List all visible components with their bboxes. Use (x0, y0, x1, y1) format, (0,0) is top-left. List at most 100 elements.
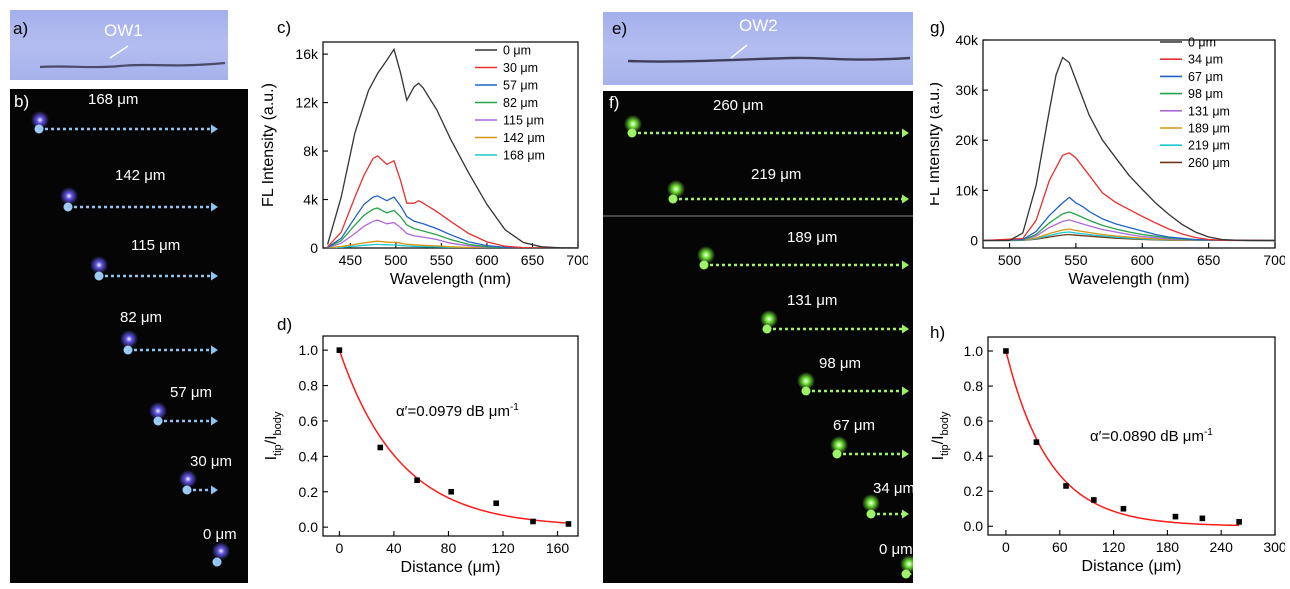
data-point (530, 518, 536, 525)
y-axis-label-part: body (272, 411, 284, 435)
emission-spot-glow (862, 494, 880, 512)
plot-frame (322, 335, 579, 537)
panel-label-g: g) (930, 18, 946, 37)
decay-chart-ow2: 0 60 120 180 240 300 0.0 0.2 0.4 0.6 0.8 1.0 Distanc… (930, 336, 1285, 575)
data-point (565, 521, 572, 527)
y-tick-label: 0.4 (964, 448, 984, 464)
waveguide-row (90, 256, 218, 281)
emission-spot-glow (212, 542, 230, 560)
propagation-arrow-head (211, 345, 218, 355)
y-tick-label: 20k (955, 132, 979, 148)
emission-spot-glow (120, 330, 138, 348)
x-axis-label: Wavelength (nm) (390, 271, 511, 288)
y-tick-label: 0.6 (964, 413, 984, 429)
propagation-arrow-head (902, 386, 909, 396)
series-line (983, 231, 1275, 242)
spectrum-chart-ow1: 450 500 550 600 650 700 0 4k 8k 12k 16k Wavelength … (260, 41, 588, 288)
waveguide-row (149, 402, 218, 426)
x-tick-label: 650 (1197, 252, 1221, 268)
waveguide-row (212, 542, 230, 567)
propagation-arrow-head (902, 324, 909, 334)
legend-entry: 142 μm (503, 131, 545, 145)
legend-entry: 30 μm (503, 61, 538, 75)
x-axis-label: Distance (μm) (401, 559, 501, 576)
propagation-arrow-head (211, 485, 218, 495)
x-tick-label: 80 (441, 540, 457, 556)
emission-spot-glow (797, 372, 815, 390)
x-tick-label: 120 (1102, 539, 1126, 555)
waveguide-row (760, 310, 909, 334)
attenuation-annotation-sup: -1 (510, 402, 519, 413)
x-tick-label: 550 (430, 252, 454, 268)
propagation-arrow-head (211, 416, 218, 426)
x-tick-label: 500 (384, 252, 408, 268)
y-tick-label: 12k (295, 95, 319, 111)
panel-label-b: b) (14, 92, 30, 111)
fit-curve (1005, 350, 1240, 527)
emission-spot-glow (60, 187, 78, 205)
waveguide-ow2-graphics (603, 115, 918, 579)
panel-label-d: d) (277, 315, 293, 334)
x-tick-label: 180 (1156, 539, 1180, 555)
attenuation-annotation-main: α′=0.0890 dB μm (1090, 428, 1204, 445)
y-tick-label: 30k (955, 82, 979, 98)
data-point (1003, 348, 1009, 354)
ow2-label: OW2 (739, 16, 778, 35)
propagation-arrow-head (905, 569, 912, 579)
series-line (983, 56, 1275, 242)
series-line (327, 219, 578, 248)
y-tick-label: 0.2 (299, 484, 319, 500)
emission-spot-glow (90, 256, 108, 274)
waveguide-row (667, 180, 909, 204)
series-line (327, 240, 578, 248)
fiber-ow1 (39, 45, 226, 69)
legend-entry: 115 μm (503, 114, 544, 128)
propagation-distance-label: 67 μm (833, 417, 875, 434)
series-line (327, 195, 578, 248)
fit-curve (338, 349, 569, 524)
legend-entry: 189 μm (1188, 122, 1230, 136)
propagation-distance-label: 30 μm (190, 453, 232, 470)
series-line (983, 228, 1275, 242)
waveguide-row (624, 115, 909, 138)
data-point (448, 488, 454, 495)
propagation-distance-label: 189 μm (787, 229, 838, 246)
x-tick-label: 700 (1263, 252, 1285, 268)
legend-entry: 67 μm (1188, 70, 1223, 84)
propagation-distance-label: 57 μm (170, 384, 212, 401)
waveguide-row (120, 330, 218, 355)
propagation-distance-label: 34 μm (873, 480, 915, 497)
legend-entry: 0 μm (1188, 36, 1216, 50)
propagation-arrow-head (902, 449, 909, 459)
series-line (326, 47, 578, 248)
panel-label-h: h) (930, 323, 946, 342)
data-point (1091, 497, 1097, 503)
panel-label-c: c) (277, 18, 292, 37)
plot-frame (322, 41, 579, 249)
legend-entry: 0 μm (503, 44, 531, 58)
y-axis-label: Itip/Ibody (263, 411, 284, 460)
series-line (983, 152, 1275, 242)
photo-ow1 (10, 10, 228, 80)
data-point (1120, 505, 1127, 512)
waveguide-row (60, 187, 218, 212)
x-tick-label: 600 (475, 252, 499, 268)
propagation-arrow-head (215, 557, 222, 567)
propagation-arrow-head (902, 194, 909, 204)
propagation-distance-label: 131 μm (787, 292, 838, 309)
x-tick-label: 160 (546, 540, 570, 556)
legend-entry: 34 μm (1188, 53, 1223, 67)
propagation-arrow-head (211, 271, 218, 281)
ow1-label: OW1 (104, 21, 143, 40)
propagation-arrow-head (902, 260, 909, 270)
y-tick-label: 1.0 (964, 343, 984, 359)
series-line (983, 196, 1275, 242)
data-point (377, 444, 384, 451)
photo-ow2 (603, 12, 913, 85)
propagation-distance-label: 142 μm (115, 167, 166, 184)
data-point (1063, 483, 1069, 489)
emission-spot-glow (31, 111, 49, 129)
x-tick-label: 0 (335, 540, 343, 556)
x-tick-label: 450 (339, 252, 363, 268)
y-tick-label: 0.0 (964, 518, 984, 534)
